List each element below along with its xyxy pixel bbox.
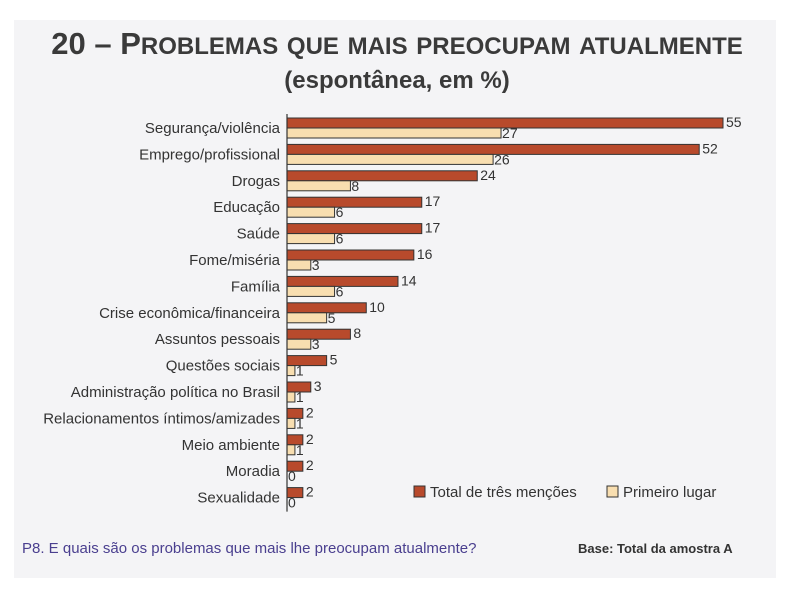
value-label-total: 2	[306, 484, 314, 500]
category-label: Família	[231, 278, 281, 295]
sample-base: Base: Total da amostra A	[578, 541, 733, 556]
category-label: Relacionamentos íntimos/amizades	[43, 410, 280, 427]
value-label-primeiro: 1	[296, 363, 304, 379]
category-label: Segurança/violência	[145, 120, 281, 137]
category-label: Assuntos pessoais	[155, 331, 280, 348]
category-label: Moradia	[226, 463, 281, 480]
bar-total	[286, 223, 423, 235]
legend-swatch-total	[413, 485, 426, 498]
value-label-total: 5	[330, 352, 338, 368]
value-label-total: 24	[480, 167, 496, 183]
value-label-total: 2	[306, 457, 314, 473]
value-label-total: 52	[702, 140, 718, 156]
bar-total	[286, 302, 367, 314]
value-label-total: 17	[425, 193, 441, 209]
category-label: Saúde	[237, 226, 280, 243]
category-label: Educação	[213, 199, 280, 216]
bar-primeiro	[286, 444, 296, 456]
chart-title: 20 – PROBLEMAS QUE MAIS PREOCUPAM ATUALM…	[51, 26, 743, 61]
category-label: Crise econômica/financeira	[99, 305, 281, 322]
value-label-total: 2	[306, 431, 314, 447]
bar-primeiro	[286, 127, 502, 139]
value-label-primeiro: 0	[288, 495, 296, 511]
value-label-primeiro: 6	[336, 231, 344, 247]
value-label-primeiro: 1	[296, 415, 304, 431]
category-label: Sexualidade	[197, 490, 280, 507]
value-label-primeiro: 3	[312, 336, 320, 352]
value-label-primeiro: 1	[296, 389, 304, 405]
value-label-total: 8	[353, 325, 361, 341]
bar-primeiro	[286, 312, 328, 324]
value-label-primeiro: 27	[502, 125, 518, 141]
value-label-total: 10	[369, 299, 385, 315]
value-label-primeiro: 0	[288, 468, 296, 484]
bar-primeiro	[286, 365, 296, 377]
value-label-total: 16	[417, 246, 433, 262]
bar-primeiro	[286, 285, 336, 297]
value-label-total: 14	[401, 272, 417, 288]
chart-panel	[14, 20, 776, 578]
legend-swatch-primeiro	[606, 485, 619, 498]
bar-total	[286, 196, 423, 208]
bar-primeiro	[286, 417, 296, 429]
survey-question: P8. E quais são os problemas que mais lh…	[22, 540, 477, 557]
category-label: Emprego/profissional	[139, 146, 280, 163]
value-label-total: 55	[726, 114, 742, 130]
bar-primeiro	[286, 233, 336, 245]
category-label: Meio ambiente	[182, 437, 280, 454]
category-label: Questões sociais	[166, 358, 280, 375]
bar-primeiro	[286, 180, 351, 192]
legend-label-total: Total de três menções	[430, 484, 577, 501]
bar-primeiro	[286, 206, 336, 218]
bar-total	[286, 249, 415, 261]
bar-total	[286, 170, 478, 182]
value-label-primeiro: 1	[296, 442, 304, 458]
value-label-primeiro: 5	[328, 310, 336, 326]
value-label-total: 3	[314, 378, 322, 394]
category-label: Administração política no Brasil	[71, 384, 280, 401]
chart-subtitle: (espontânea, em %)	[284, 67, 510, 94]
value-label-primeiro: 3	[312, 257, 320, 273]
category-label: Fome/miséria	[189, 252, 281, 269]
value-label-total: 17	[425, 220, 441, 236]
value-label-primeiro: 6	[336, 283, 344, 299]
bar-total	[286, 143, 700, 155]
value-label-primeiro: 6	[336, 204, 344, 220]
bar-primeiro	[286, 338, 312, 350]
value-label-primeiro: 26	[494, 151, 510, 167]
value-label-total: 2	[306, 404, 314, 420]
bar-primeiro	[286, 259, 312, 271]
bar-primeiro	[286, 391, 296, 403]
bar-primeiro	[286, 153, 494, 165]
value-label-primeiro: 8	[351, 178, 359, 194]
category-label: Drogas	[232, 173, 280, 190]
legend-label-primeiro: Primeiro lugar	[623, 484, 716, 501]
bar-total	[286, 355, 328, 367]
